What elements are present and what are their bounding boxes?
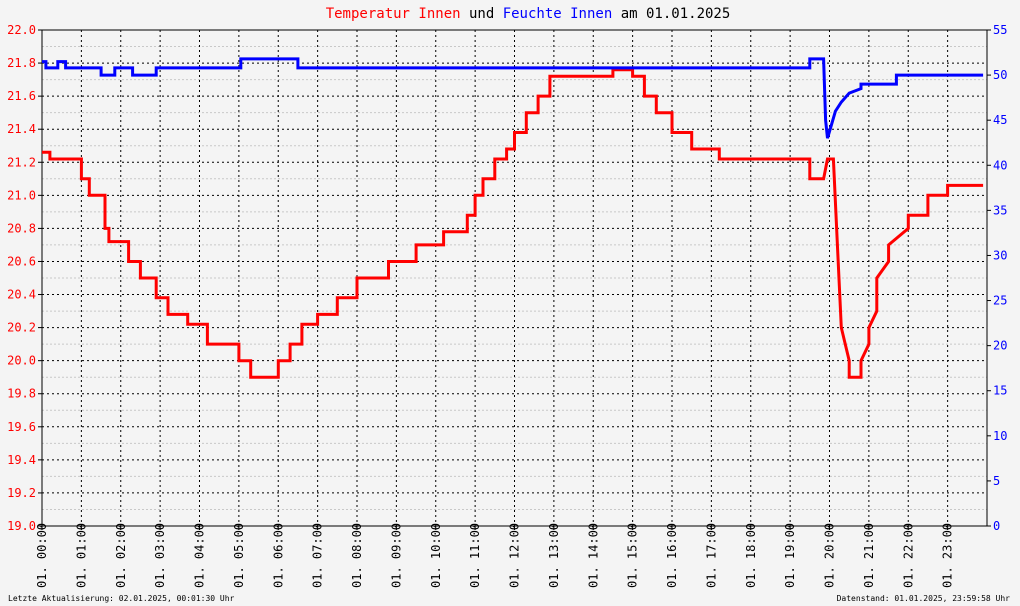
right-axis-tick-label: 35 — [993, 203, 1007, 217]
x-axis-tick-label: 01. 13:00 — [547, 523, 561, 588]
left-axis-tick-label: 19.0 — [7, 519, 36, 533]
right-axis-tick-label: 10 — [993, 429, 1007, 443]
x-axis-tick-label: 01. 10:00 — [429, 523, 443, 588]
right-axis-tick-label: 50 — [993, 68, 1007, 82]
x-axis-tick-label: 01. 07:00 — [311, 523, 325, 588]
x-axis-tick-label: 01. 08:00 — [350, 523, 364, 588]
humidity-series-line — [42, 57, 984, 139]
x-axis-tick-label: 01. 12:00 — [508, 523, 522, 588]
x-axis-tick-label: 01. 20:00 — [823, 523, 837, 588]
footer-last-update: Letzte Aktualisierung: 02.01.2025, 00:01… — [8, 594, 235, 603]
right-axis-tick-label: 30 — [993, 248, 1007, 262]
x-axis-tick-label: 01. 02:00 — [114, 523, 128, 588]
tick-labels: 19.0 19.2 19.4 19.6 19.8 20.0 20.2 20.4 20.6 20.8… — [7, 23, 1007, 588]
x-axis-tick-label: 01. 19:00 — [783, 523, 797, 588]
left-axis-tick-label: 20.2 — [7, 321, 36, 335]
left-axis-tick-label: 22.0 — [7, 23, 36, 37]
x-axis-tick-label: 01. 06:00 — [271, 523, 285, 588]
x-axis-tick-label: 01. 00:00 — [35, 523, 49, 588]
left-axis-tick-label: 21.0 — [7, 188, 36, 202]
title-humidity: Feuchte Innen — [503, 6, 613, 22]
left-axis-tick-label: 21.6 — [7, 89, 36, 103]
left-axis-tick-label: 20.6 — [7, 254, 36, 268]
right-axis-tick-label: 25 — [993, 294, 1007, 308]
footer-data-status: Datenstand: 01.01.2025, 23:59:58 Uhr — [837, 594, 1011, 603]
x-axis-tick-label: 01. 11:00 — [468, 523, 482, 588]
right-axis-tick-label: 15 — [993, 384, 1007, 398]
left-axis-tick-label: 19.6 — [7, 420, 36, 434]
x-axis-tick-label: 01. 09:00 — [389, 523, 403, 588]
right-axis-tick-label: 5 — [993, 474, 1000, 488]
x-axis-tick-label: 01. 14:00 — [586, 523, 600, 588]
x-axis-tick-label: 01. 03:00 — [153, 523, 167, 588]
axes — [38, 29, 991, 530]
x-axis-tick-label: 01. 05:00 — [232, 523, 246, 588]
x-axis-tick-label: 01. 15:00 — [626, 523, 640, 588]
x-axis-tick-label: 01. 16:00 — [665, 523, 679, 588]
right-axis-tick-label: 40 — [993, 158, 1007, 172]
left-axis-tick-label: 19.8 — [7, 387, 36, 401]
x-axis-tick-label: 01. 17:00 — [704, 523, 718, 588]
x-axis-tick-label: 01. 21:00 — [862, 523, 876, 588]
x-axis-tick-label: 01. 23:00 — [941, 523, 955, 588]
x-axis-tick-label: 01. 04:00 — [193, 523, 207, 588]
right-axis-tick-label: 0 — [993, 519, 1000, 533]
x-axis-tick-label: 01. 01:00 — [74, 523, 88, 588]
right-axis-tick-label: 20 — [993, 339, 1007, 353]
chart-title: Temperatur Innen und Feuchte Innen am 01… — [326, 6, 731, 22]
plot-frame — [41, 29, 988, 527]
left-axis-tick-label: 19.4 — [7, 453, 36, 467]
grid — [42, 30, 987, 526]
right-axis-tick-label: 55 — [993, 23, 1007, 37]
x-axis-tick-label: 01. 22:00 — [901, 523, 915, 588]
right-axis-tick-label: 45 — [993, 113, 1007, 127]
title-date: am 01.01.2025 — [612, 6, 730, 22]
left-axis-tick-label: 20.8 — [7, 221, 36, 235]
title-temperature: Temperatur Innen — [326, 6, 461, 22]
series-lines — [42, 57, 984, 379]
left-axis-tick-label: 20.0 — [7, 354, 36, 368]
title-connector: und — [461, 6, 503, 22]
left-axis-tick-label: 21.4 — [7, 122, 36, 136]
left-axis-tick-label: 19.2 — [7, 486, 36, 500]
x-axis-tick-label: 01. 18:00 — [744, 523, 758, 588]
left-axis-tick-label: 21.2 — [7, 155, 36, 169]
left-axis-tick-label: 20.4 — [7, 288, 36, 302]
temperature-series-line — [42, 68, 984, 379]
left-axis-tick-label: 21.8 — [7, 56, 36, 70]
